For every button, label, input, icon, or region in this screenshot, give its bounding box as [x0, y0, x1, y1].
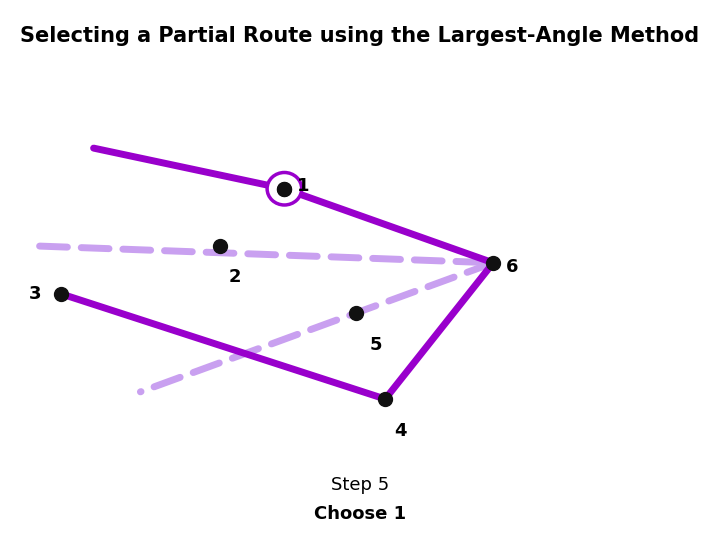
Text: 3: 3 — [29, 285, 41, 303]
Text: 4: 4 — [394, 422, 406, 440]
Text: Selecting a Partial Route using the Largest-Angle Method: Selecting a Partial Route using the Larg… — [20, 26, 700, 46]
Text: 5: 5 — [369, 336, 382, 354]
Text: 6: 6 — [506, 258, 518, 276]
Text: 1: 1 — [297, 177, 310, 195]
Text: Step 5: Step 5 — [331, 476, 389, 494]
Text: 2: 2 — [228, 268, 240, 286]
Text: Choose 1: Choose 1 — [314, 505, 406, 523]
Ellipse shape — [267, 172, 302, 205]
